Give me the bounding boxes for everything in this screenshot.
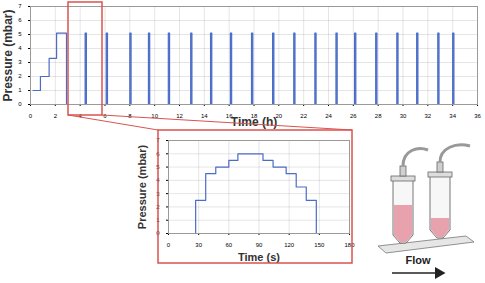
svg-text:28: 28 [375, 113, 382, 119]
svg-text:6: 6 [103, 113, 107, 119]
svg-text:6: 6 [18, 17, 22, 23]
svg-text:1: 1 [18, 87, 22, 93]
svg-text:Time (h): Time (h) [231, 115, 277, 129]
svg-text:8: 8 [128, 113, 132, 119]
svg-text:5: 5 [156, 164, 160, 170]
svg-text:4: 4 [156, 177, 160, 183]
svg-text:Pressure (mbar): Pressure (mbar) [1, 9, 15, 101]
svg-text:0: 0 [167, 242, 171, 248]
svg-text:4: 4 [78, 113, 82, 119]
svg-text:3: 3 [18, 59, 22, 65]
svg-text:7: 7 [156, 137, 160, 143]
svg-text:2: 2 [54, 113, 58, 119]
svg-text:60: 60 [225, 242, 232, 248]
svg-text:7: 7 [18, 3, 22, 9]
svg-text:150: 150 [314, 242, 325, 248]
svg-text:24: 24 [325, 113, 332, 119]
svg-text:26: 26 [350, 113, 357, 119]
svg-text:4: 4 [18, 45, 22, 51]
svg-text:Time (s): Time (s) [238, 251, 280, 263]
svg-text:30: 30 [195, 242, 202, 248]
svg-text:16: 16 [225, 112, 233, 119]
svg-text:0: 0 [18, 101, 22, 107]
svg-text:2: 2 [18, 73, 22, 79]
svg-text:14: 14 [201, 113, 208, 119]
svg-text:34: 34 [449, 113, 456, 119]
svg-text:2: 2 [156, 204, 160, 210]
svg-text:90: 90 [256, 242, 263, 248]
svg-text:12: 12 [176, 113, 183, 119]
svg-text:Pressure (mbar): Pressure (mbar) [136, 144, 148, 229]
svg-text:180: 180 [344, 242, 355, 248]
svg-text:36: 36 [474, 113, 481, 119]
svg-text:30: 30 [400, 113, 407, 119]
svg-text:6: 6 [156, 151, 160, 157]
svg-text:0: 0 [29, 113, 33, 119]
svg-text:20: 20 [275, 112, 283, 119]
svg-text:120: 120 [284, 242, 295, 248]
svg-text:Flow: Flow [405, 254, 430, 266]
svg-text:1: 1 [156, 217, 160, 223]
svg-text:32: 32 [424, 113, 431, 119]
svg-text:22: 22 [300, 113, 307, 119]
svg-text:5: 5 [18, 31, 22, 37]
svg-text:10: 10 [151, 113, 158, 119]
svg-text:0: 0 [156, 230, 160, 236]
svg-text:3: 3 [156, 191, 160, 197]
